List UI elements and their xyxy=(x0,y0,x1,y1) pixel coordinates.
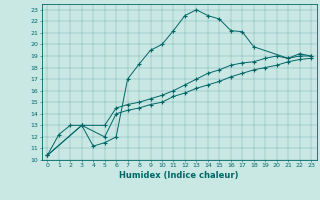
X-axis label: Humidex (Indice chaleur): Humidex (Indice chaleur) xyxy=(119,171,239,180)
